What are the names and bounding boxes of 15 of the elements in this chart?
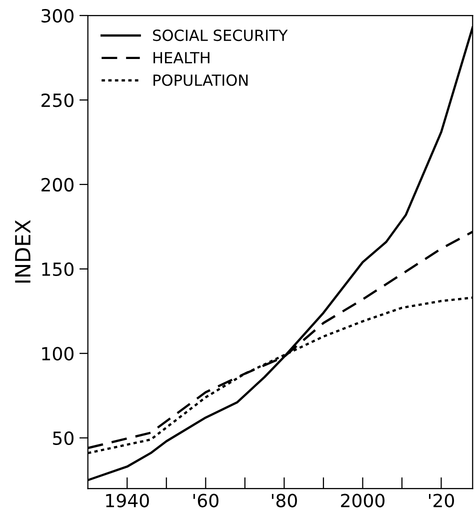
legend-label: SOCIAL SECURITY [153,30,288,42]
x-tick-label: 2000 [341,494,384,508]
x-tick-label: '20 [428,494,454,508]
x-tick-label: '60 [193,494,218,508]
y-tick-label: 100 [42,346,74,361]
legend-label: POPULATION [154,74,248,86]
y-tick-label: 50 [53,431,74,445]
legend-label: HEALTH [154,52,210,64]
x-tick-label: 1940 [106,494,149,508]
y-tick-label: 250 [42,93,74,108]
y-tick-label: 150 [42,262,74,276]
y-tick-label: 300 [42,8,74,23]
x-tick-label: '80 [272,494,297,508]
y-tick-label: 200 [42,178,74,192]
y-axis-title: INDEX [15,220,30,283]
